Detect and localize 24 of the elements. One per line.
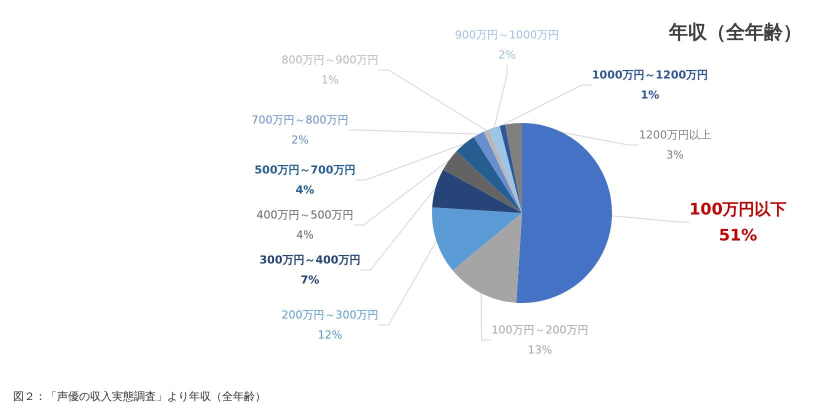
data-label: 1%: [321, 74, 339, 86]
slice-label: 700万円～800万円: [252, 114, 348, 126]
slice-label: 500万円～700万円: [254, 164, 356, 176]
data-label: 12%: [318, 328, 342, 342]
caption: 図２：「声優の収入実態調査」より年収（全年齢）: [13, 390, 266, 403]
data-label: 3%: [666, 148, 684, 162]
data-label: 51%: [718, 226, 758, 244]
data-label: 4%: [296, 228, 314, 242]
data-label: 2%: [291, 134, 309, 146]
slice-label: 900万円～1000万円: [455, 28, 559, 42]
slice-label: 800万円～900万円: [282, 54, 378, 66]
slice-label: 100万円以下: [689, 200, 787, 218]
data-label: 13%: [528, 344, 552, 356]
data-label: 1%: [640, 88, 660, 102]
slice-label: 100万円～200万円: [492, 324, 588, 336]
slice-label: 400万円～500万円: [256, 208, 354, 222]
data-label: 2%: [498, 48, 516, 62]
data-label: 4%: [296, 184, 314, 196]
slice-label: 300万円～400万円: [260, 254, 360, 266]
data-label: 7%: [300, 274, 320, 286]
slice-label: 1000万円～1200万円: [592, 68, 708, 82]
chart-title: 年収（全年齢）: [668, 22, 802, 44]
slice-label: 1200万円以上: [639, 128, 711, 142]
slice-label: 200万円～300万円: [282, 308, 378, 322]
